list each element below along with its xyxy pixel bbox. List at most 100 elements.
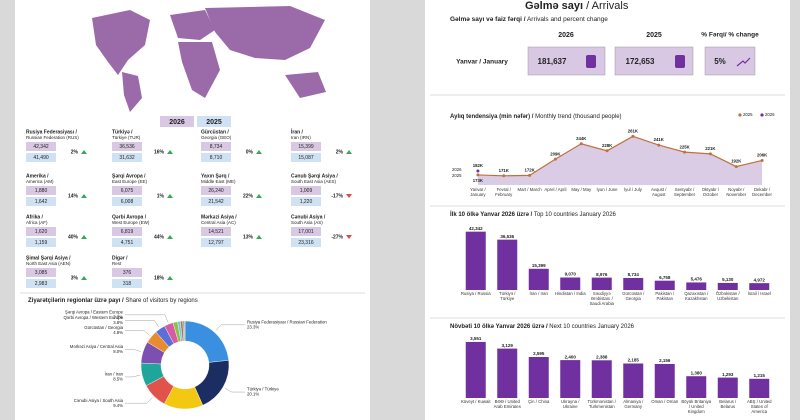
month-label: Aprel / April [544, 187, 567, 192]
trend-arrow [346, 235, 352, 239]
point-label: 206K [757, 153, 768, 158]
change: -17% [331, 193, 343, 199]
trend-point [683, 150, 687, 154]
bar-label: 6,758 [659, 275, 671, 280]
value-cell [201, 238, 231, 247]
value-cell [201, 142, 231, 151]
value-cell [112, 142, 142, 151]
trend-point [760, 158, 764, 162]
bar-label: 9,070 [565, 272, 577, 277]
value-2026: 1,620 [35, 229, 48, 235]
region-name-en: North East Asia (AEN) [26, 261, 71, 266]
country-label: Səudiyyə Ərəbistanı / Saudi Arabia [589, 291, 614, 306]
trend-point [476, 173, 480, 177]
slice-label: Rusiya Federasiyası / Russian Federation [247, 319, 327, 324]
country-label: Oman / Oman [651, 399, 679, 404]
region-name-en: Türkiye (TUR) [112, 135, 141, 140]
bar-label: 3,551 [470, 336, 482, 341]
kpi-value: 5% [714, 57, 726, 66]
heading-en: Monthly trend (thousand people) [535, 114, 621, 120]
value-cell [26, 227, 56, 236]
value-2025: 1,159 [35, 240, 48, 246]
slice-label: Cənubi Asiya / South Asia [74, 398, 124, 403]
region-name: Digər / [112, 255, 128, 261]
point-label: 244K [576, 136, 587, 141]
legend-label: 2026 [169, 119, 185, 126]
trend-icon [736, 57, 751, 67]
leader-line [125, 320, 160, 328]
value-cell [291, 153, 321, 162]
point-label: 228K [602, 143, 613, 148]
value-2025: 41,490 [33, 155, 49, 161]
top-heading: İlk 10 ölkə Yanvar 2026 üzrə / Top 10 co… [450, 211, 617, 218]
value-2026: 1,009 [300, 188, 313, 194]
heading-az: Ziyarətçilərin regionlar üzrə payı / [28, 298, 124, 304]
value-2025: 1,642 [35, 199, 48, 205]
point-label: 182K [473, 163, 484, 168]
value-2025: 8,710 [210, 155, 223, 161]
point-label: 221K [705, 146, 716, 151]
bar [623, 277, 644, 290]
month-label: Avqust / August [651, 187, 667, 197]
country-label: Qazaxıstan / Kazakhstan [684, 291, 709, 301]
bar [591, 360, 612, 398]
bar-label: 5,130 [722, 277, 734, 282]
country-label: Çin / China [528, 399, 550, 404]
value-cell [26, 153, 56, 162]
map-americas [92, 10, 150, 75]
region-name: Cənub Şərqi Asiya / [291, 173, 338, 179]
slice-label: Şərqi Avropa / Eastern Europe [65, 309, 124, 314]
value-cell [291, 197, 321, 206]
country-label: İsrail / Israel [747, 291, 771, 296]
slice-value: 8.5% [113, 377, 123, 382]
month-label: Sentyabr / September [674, 187, 696, 197]
country-label: Pakistan / Pakistan [655, 291, 675, 301]
value-2025: 318 [123, 281, 132, 287]
bar-label: 5,476 [691, 277, 703, 282]
world-map [92, 6, 326, 112]
bar [591, 277, 612, 290]
bar [497, 348, 518, 398]
month-label: İyul / July [623, 187, 642, 192]
value-cell [291, 186, 321, 195]
trend-arrow [167, 235, 173, 239]
value-cell [26, 197, 56, 206]
legend-box [160, 116, 194, 127]
region-name-en: America (AM) [26, 179, 54, 184]
change: 16% [154, 149, 165, 155]
value-2025: 23,316 [298, 240, 314, 246]
value-2025: 15,087 [298, 155, 314, 161]
value-cell [112, 153, 142, 162]
kpi-column: % Fərqi/ % change [701, 32, 759, 39]
point-label: 192K [731, 159, 742, 164]
value-2025: 2,983 [35, 281, 48, 287]
value-cell [112, 227, 142, 236]
region-name: Yaxın Şərq / [201, 173, 230, 179]
region-name-en: Russian Federation (RUS) [26, 135, 79, 140]
slice-label: İran / Iran [105, 372, 124, 377]
region-name: Rusiya Federasiyası / [26, 129, 77, 135]
change: 3% [71, 275, 79, 281]
trend-arrow [81, 150, 87, 154]
point-label: 261K [628, 128, 639, 133]
value-cell [26, 186, 56, 195]
heading-en: Arrivals and percent change [527, 16, 608, 23]
change: 13% [243, 234, 254, 240]
trend-arrow [81, 194, 87, 198]
value-2026: 14,521 [208, 229, 224, 235]
donut-slice [184, 320, 186, 342]
region-name: Şimal Şərqi Asiya / [26, 255, 71, 261]
trend-arrow [346, 194, 352, 198]
value-2026: 3,085 [35, 270, 48, 276]
series-name: 2025 [452, 173, 462, 178]
leader-line [224, 387, 245, 393]
point-label: 225K [679, 144, 690, 149]
title-az: Gəlmə sayı [525, 0, 583, 12]
slice-value: 20.1% [247, 392, 259, 397]
change: 44% [154, 234, 165, 240]
bar-label: 2,185 [628, 358, 640, 363]
kpi-heading: Gəlmə sayı və faiz fərqi / Arrivals and … [450, 16, 608, 23]
bar-label: 2,400 [565, 354, 577, 359]
country-label: Türkmənistan / Turkmenistan [587, 399, 616, 409]
